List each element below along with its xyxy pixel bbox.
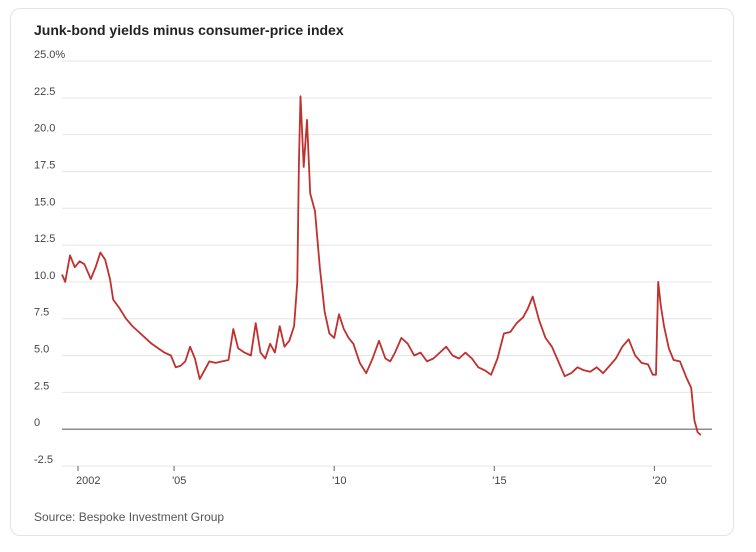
gridlines (62, 60, 712, 467)
y-tick-label: 25.0% (34, 49, 65, 61)
chart-card (10, 8, 734, 536)
x-tick-label: '20 (652, 475, 666, 487)
x-tick-label: '10 (332, 475, 346, 487)
y-tick-label: 7.5 (34, 307, 49, 319)
chart-title: Junk-bond yields minus consumer-price in… (34, 22, 344, 38)
y-tick-label: 22.5 (34, 86, 55, 98)
y-tick-label: 2.5 (34, 380, 49, 392)
y-tick-label: 20.0 (34, 123, 55, 135)
chart-source: Source: Bespoke Investment Group (34, 510, 225, 524)
y-tick-label: 15.0 (34, 196, 55, 208)
y-tick-label: 12.5 (34, 233, 55, 245)
x-tick-label: 2002 (76, 475, 100, 487)
y-tick-label: -2.5 (34, 454, 53, 466)
y-tick-label: 10.0 (34, 270, 55, 282)
x-axis-ticks: 2002 '05 '10 '15 '20 (76, 466, 667, 487)
series-line-junk-bond-spread (61, 95, 702, 436)
y-axis-tick-labels: 25.0% 22.5 20.0 17.5 15.0 12.5 10.0 7.5 5.0 2.5 0 -… (34, 49, 65, 466)
y-tick-label: 17.5 (34, 159, 55, 171)
y-tick-label: 0 (34, 417, 40, 429)
y-tick-label: 5.0 (34, 344, 49, 356)
x-tick-label: '15 (492, 475, 506, 487)
x-tick-label: '05 (172, 475, 186, 487)
